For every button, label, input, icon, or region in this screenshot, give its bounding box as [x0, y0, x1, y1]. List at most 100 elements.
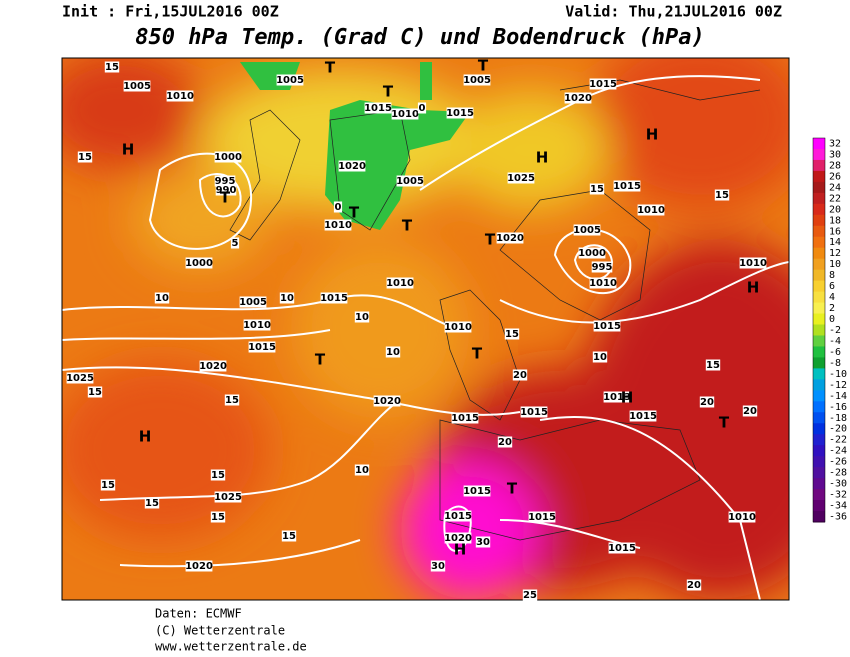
colorbar-label: 22 [829, 193, 841, 204]
contour-label: 1015 [248, 342, 276, 353]
pressure-center: T [383, 83, 394, 101]
label-background [444, 510, 472, 522]
colorbar-cell [813, 280, 825, 293]
contour-label: 1015 [463, 486, 491, 497]
colorbar-label: 14 [829, 237, 841, 248]
contour-label: 1000 [578, 248, 606, 259]
contour-label: 30 [476, 537, 490, 548]
contour-label: 1010 [637, 205, 665, 216]
colorbar-frame [812, 137, 826, 523]
colorbar-cell [813, 138, 825, 150]
colorbar-label: -4 [829, 336, 841, 347]
label-background [430, 560, 446, 572]
contour-label: 1015 [364, 103, 392, 114]
label-background [239, 296, 267, 308]
colorbar-label: -14 [829, 391, 847, 402]
contour-label: 10 [386, 347, 400, 358]
contour-label: 20 [498, 437, 512, 448]
colorbar-cell [813, 401, 825, 413]
contour-label: 1020 [564, 93, 592, 104]
init-time: Init : Fri,15JUL2016 00Z [62, 3, 279, 21]
contour-label: 15 [101, 480, 115, 491]
contour-label: 1020 [338, 161, 366, 172]
colorbar-label: 6 [829, 281, 835, 292]
contour-label: 1005 [463, 75, 491, 86]
label-background [742, 405, 758, 417]
contour-label: 15 [145, 498, 159, 509]
colorbar-cell [813, 291, 825, 304]
colorbar-cell [813, 434, 825, 446]
label-background [385, 346, 401, 358]
colorbar-label: 4 [829, 292, 835, 303]
label-background [144, 497, 160, 509]
label-background [592, 351, 608, 363]
contour-label: 1000 [214, 152, 242, 163]
contour-label: 1020 [444, 533, 472, 544]
pressure-center: H [747, 279, 760, 297]
contour-label: 1005 [573, 225, 601, 236]
colorbar-cell [813, 159, 825, 172]
contour-label: 1013 [603, 392, 631, 403]
label-background [589, 78, 617, 90]
colorbar-cell [813, 346, 825, 358]
label-background [496, 232, 524, 244]
colorbar: 32302826242220181614121086420-2-4-6-8-10… [812, 137, 847, 523]
contour-label: 1015 [528, 512, 556, 523]
label-background [522, 589, 538, 601]
label-background [123, 80, 151, 92]
valid-time: Valid: Thu,21JUL2016 00Z [565, 3, 782, 21]
contour-label: 1020 [373, 396, 401, 407]
label-background [215, 184, 237, 196]
contour-label: 1025 [214, 492, 242, 503]
contour-label: 1010 [243, 320, 271, 331]
colorbar-cell [813, 379, 825, 391]
label-background [714, 189, 730, 201]
label-background [66, 372, 94, 384]
colorbar-cell [813, 247, 825, 260]
contour-label: 1015 [520, 407, 548, 418]
colorbar-label: 20 [829, 204, 841, 215]
contour-label: 15 [282, 531, 296, 542]
label-background [637, 204, 665, 216]
colorbar-cell [813, 445, 825, 457]
pressure-center: T [719, 414, 730, 432]
label-background [324, 219, 352, 231]
contour-label: 10 [280, 293, 294, 304]
colorbar-label: -32 [829, 490, 847, 501]
contour-label: 1015 [629, 411, 657, 422]
colorbar-label: 32 [829, 138, 841, 149]
contour-label: 1025 [507, 173, 535, 184]
colorbar-cell [813, 489, 825, 501]
colorbar-label: -22 [829, 435, 847, 446]
contour-label: 15 [225, 395, 239, 406]
contour-label: 1015 [444, 511, 472, 522]
contour-label: 20 [513, 370, 527, 381]
label-background [77, 151, 93, 163]
colorbar-label: 10 [829, 259, 841, 270]
label-background [512, 369, 528, 381]
contour-label: 1010 [166, 91, 194, 102]
colorbar-label: -10 [829, 369, 847, 380]
contour-label: 1025 [66, 373, 94, 384]
contour-label: 30 [431, 561, 445, 572]
pressure-center: H [646, 126, 659, 144]
label-background [528, 511, 556, 523]
contour-label: 1015 [589, 79, 617, 90]
colorbar-label: 26 [829, 171, 841, 182]
contour-label: 15 [706, 360, 720, 371]
colorbar-label: -24 [829, 446, 847, 457]
colorbar-cell [813, 423, 825, 435]
colorbar-cell [813, 203, 825, 216]
colorbar-label: 30 [829, 149, 841, 160]
colorbar-label: 24 [829, 182, 841, 193]
contour-label: 1005 [239, 297, 267, 308]
contour-label: 20 [743, 406, 757, 417]
colorbar-cell [813, 412, 825, 424]
label-background [87, 386, 103, 398]
colorbar-label: -2 [829, 325, 841, 336]
contour-label: 25 [523, 590, 537, 601]
label-background [608, 542, 636, 554]
label-background [338, 160, 366, 172]
colorbar-cell [813, 236, 825, 249]
pressure-center: T [478, 57, 489, 75]
